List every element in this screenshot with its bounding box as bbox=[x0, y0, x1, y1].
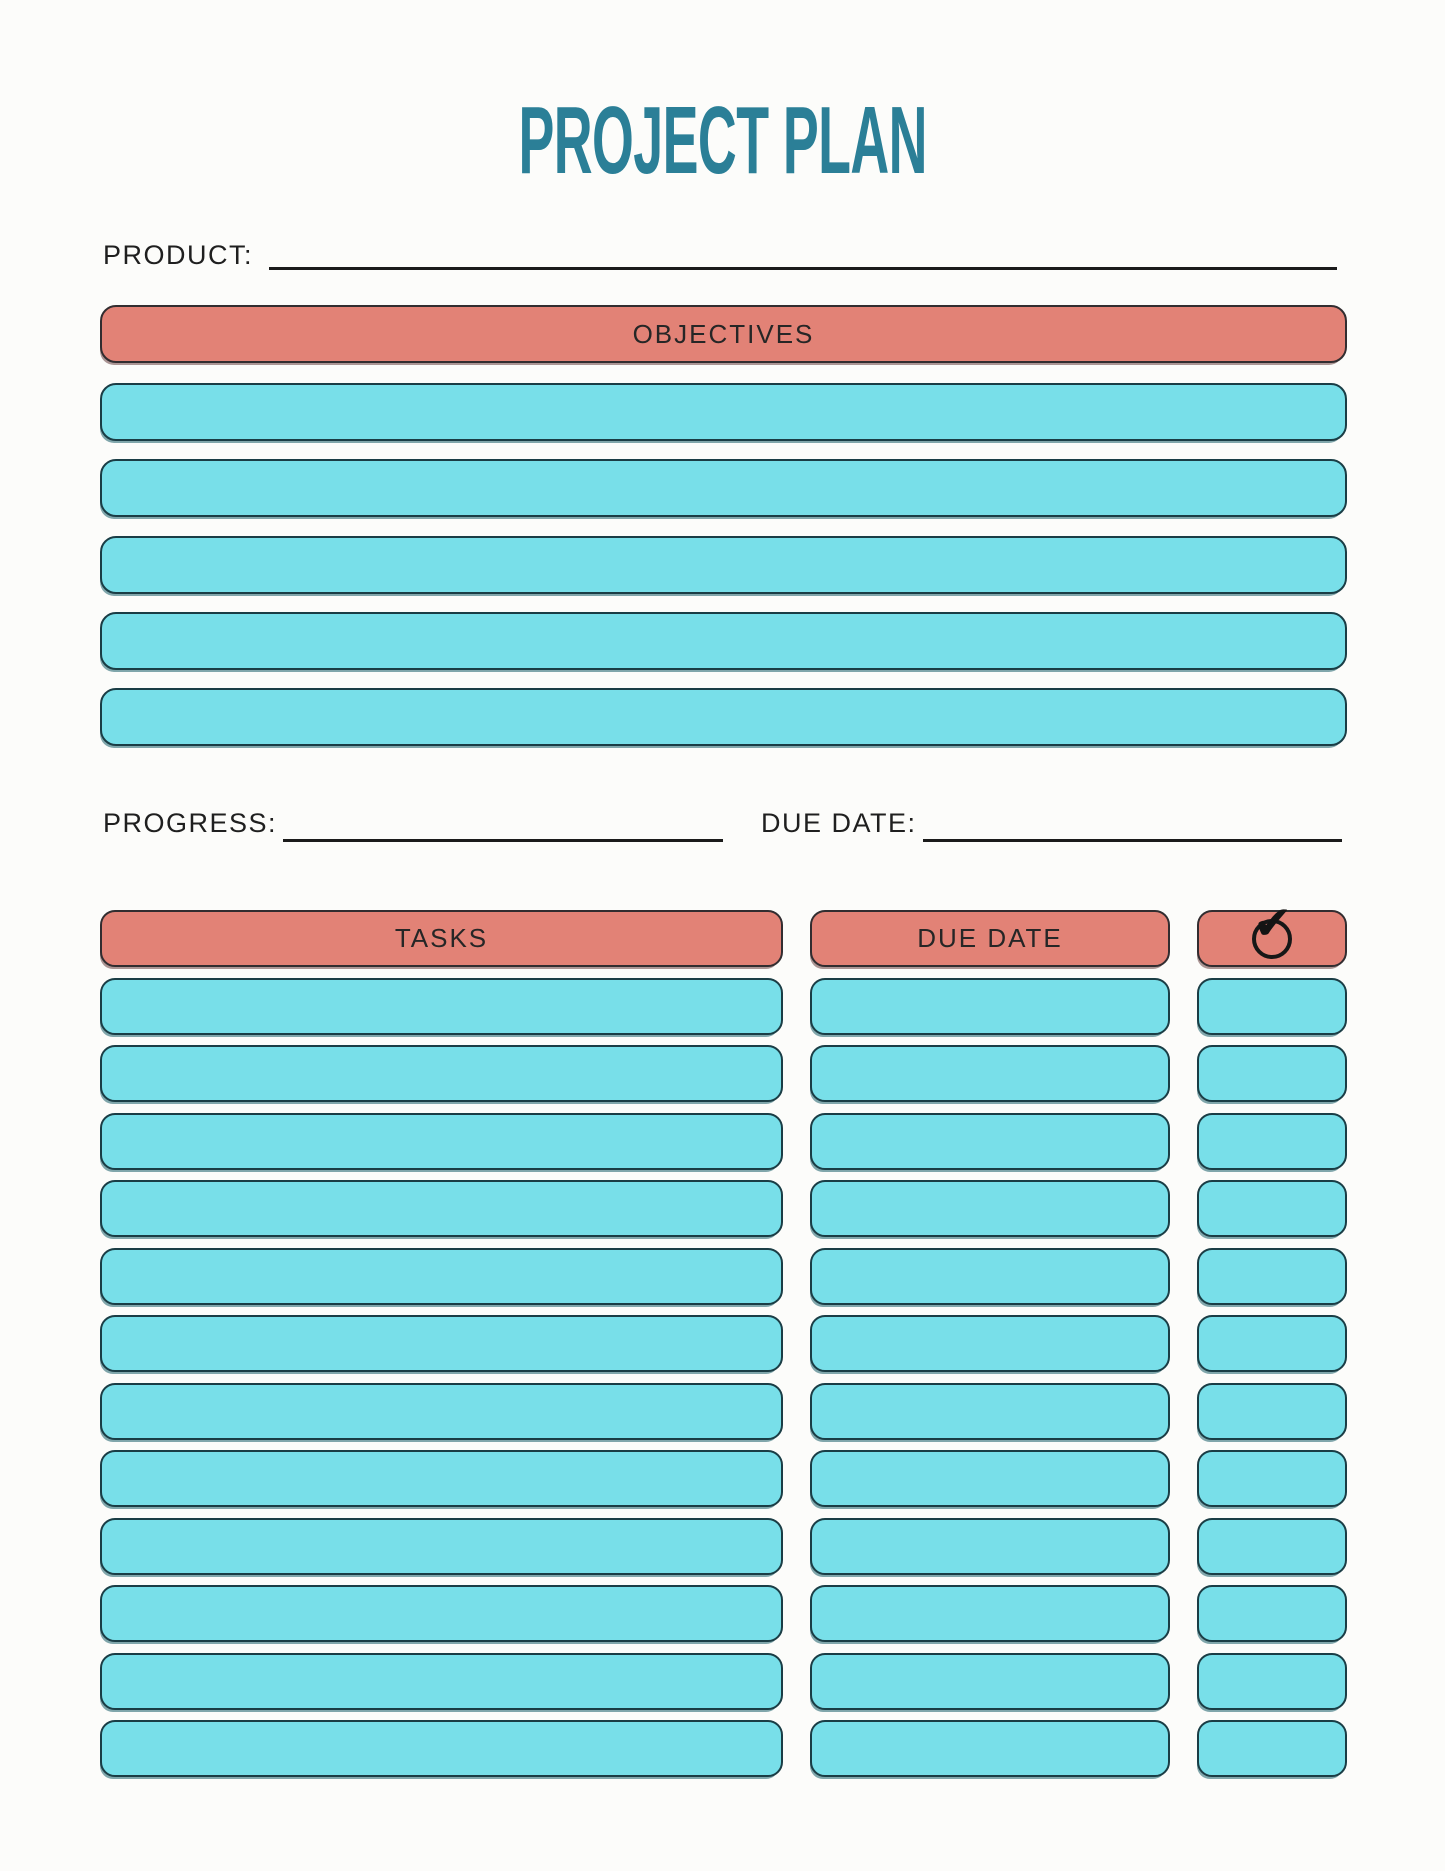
task-due-date-cell[interactable] bbox=[810, 977, 1170, 1035]
task-name-cell[interactable] bbox=[100, 977, 783, 1035]
due-date-blank-line[interactable] bbox=[922, 808, 1342, 842]
task-name-cell[interactable] bbox=[100, 1585, 783, 1642]
check-column-header: ✔ bbox=[1197, 900, 1347, 967]
page-title: PROJECT PLAN bbox=[518, 87, 927, 194]
check-circle-outline bbox=[1252, 918, 1292, 959]
objectives-header: OBJECTIVES bbox=[100, 305, 1347, 363]
objective-blank-bar[interactable] bbox=[100, 611, 1347, 670]
task-check-cell[interactable] bbox=[1197, 1450, 1347, 1507]
task-check-cell[interactable] bbox=[1197, 1585, 1347, 1642]
task-check-cell[interactable] bbox=[1197, 1247, 1347, 1305]
progress-duedate-row: PROGRESS: DUE DATE: bbox=[103, 808, 1342, 842]
objective-blank-bar[interactable] bbox=[100, 535, 1347, 594]
objective-blank-bar[interactable] bbox=[100, 459, 1347, 518]
due-date-column-header: DUE DATE bbox=[810, 910, 1170, 967]
task-due-date-cell[interactable] bbox=[810, 1382, 1170, 1440]
due-date-column-header-label: DUE DATE bbox=[917, 923, 1063, 953]
objective-blank-bar[interactable] bbox=[100, 688, 1347, 747]
due-date-label: DUE DATE: bbox=[761, 808, 917, 838]
task-name-cell[interactable] bbox=[100, 1045, 783, 1102]
check-circle-icon: ✔ bbox=[1252, 900, 1292, 959]
task-name-cell[interactable] bbox=[100, 1450, 783, 1507]
product-field-row: PRODUCT: bbox=[103, 240, 1337, 270]
check-mark-glyph: ✔ bbox=[1253, 895, 1293, 951]
progress-blank-line[interactable] bbox=[283, 808, 724, 842]
task-due-date-cell[interactable] bbox=[810, 1450, 1170, 1507]
page-title-wrap: PROJECT PLAN bbox=[0, 93, 1445, 189]
task-check-cell[interactable] bbox=[1197, 1720, 1347, 1777]
task-name-cell[interactable] bbox=[100, 1180, 783, 1237]
objectives-section: OBJECTIVES bbox=[100, 305, 1347, 747]
task-check-cell[interactable] bbox=[1197, 1045, 1347, 1102]
task-check-cell[interactable] bbox=[1197, 1112, 1347, 1170]
task-name-cell[interactable] bbox=[100, 1652, 783, 1710]
task-due-date-cell[interactable] bbox=[810, 1585, 1170, 1642]
objectives-rows bbox=[100, 383, 1347, 747]
tasks-table: TASKS DUE DATE ✔ bbox=[100, 900, 1347, 1777]
product-blank-line[interactable] bbox=[269, 242, 1337, 270]
task-due-date-cell[interactable] bbox=[810, 1247, 1170, 1305]
task-name-cell[interactable] bbox=[100, 1315, 783, 1372]
task-due-date-cell[interactable] bbox=[810, 1045, 1170, 1102]
task-name-cell[interactable] bbox=[100, 1720, 783, 1777]
task-due-date-cell[interactable] bbox=[810, 1112, 1170, 1170]
task-due-date-cell[interactable] bbox=[810, 1517, 1170, 1575]
task-name-cell[interactable] bbox=[100, 1112, 783, 1170]
task-due-date-cell[interactable] bbox=[810, 1180, 1170, 1237]
task-check-cell[interactable] bbox=[1197, 1382, 1347, 1440]
tasks-column-header: TASKS bbox=[100, 910, 783, 967]
task-check-cell[interactable] bbox=[1197, 1180, 1347, 1237]
task-due-date-cell[interactable] bbox=[810, 1652, 1170, 1710]
task-name-cell[interactable] bbox=[100, 1382, 783, 1440]
task-name-cell[interactable] bbox=[100, 1247, 783, 1305]
task-check-cell[interactable] bbox=[1197, 977, 1347, 1035]
task-due-date-cell[interactable] bbox=[810, 1720, 1170, 1777]
objectives-header-label: OBJECTIVES bbox=[632, 318, 815, 349]
task-due-date-cell[interactable] bbox=[810, 1315, 1170, 1372]
progress-label: PROGRESS: bbox=[103, 808, 278, 838]
product-label: PRODUCT: bbox=[103, 240, 254, 270]
task-check-cell[interactable] bbox=[1197, 1517, 1347, 1575]
tasks-column-header-label: TASKS bbox=[394, 923, 489, 953]
objective-blank-bar[interactable] bbox=[100, 383, 1347, 441]
task-check-cell[interactable] bbox=[1197, 1315, 1347, 1372]
task-name-cell[interactable] bbox=[100, 1517, 783, 1575]
task-check-cell[interactable] bbox=[1197, 1652, 1347, 1710]
